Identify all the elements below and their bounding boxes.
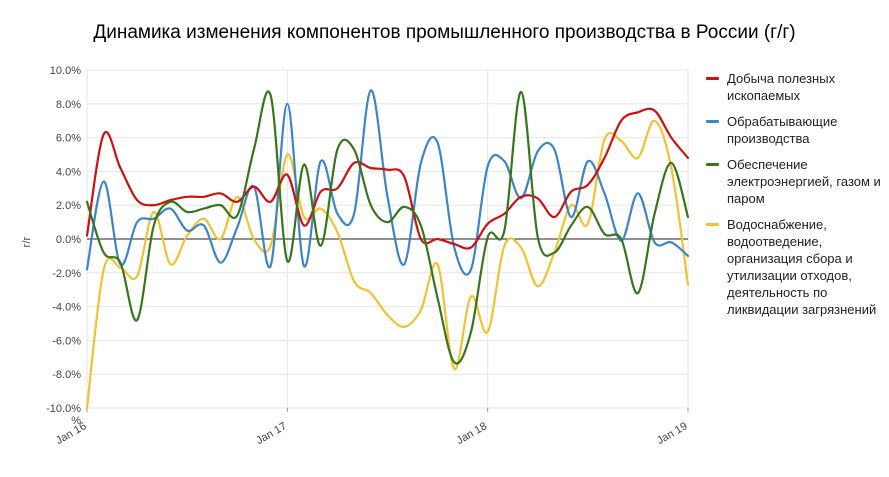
y-tick-label: -6.0% (52, 335, 81, 347)
series-lines (85, 89, 690, 410)
legend-item: Добыча полезных ископаемых (706, 70, 884, 104)
legend-item: Обеспечение электроэнергией, газом и пар… (706, 156, 884, 207)
y-tick-label: 0.0% (56, 234, 81, 246)
y-tick-label: 4.0% (56, 166, 81, 178)
legend-swatch (706, 120, 719, 123)
gridlines (86, 69, 689, 409)
x-tick-label: Jan 17 (254, 420, 289, 447)
legend-item: Водоснабжение, водоотведение, организаци… (706, 216, 884, 318)
y-tick-label: 10.0% (50, 65, 81, 77)
y-tick-label: -4.0% (52, 302, 81, 314)
legend-swatch (706, 223, 719, 226)
y-axis-label: г/г (21, 236, 33, 247)
axes: 10.0% 8.0% 6.0% 4.0% 2.0% 0.0% -2.0% -4.0% -6.0%… (46, 65, 689, 447)
chart-title: Динамика изменения компонентов промышлен… (93, 22, 796, 43)
y-tick-label: 2.0% (56, 200, 81, 212)
series-line-3 (85, 90, 690, 365)
x-tick-label: Jan 19 (655, 420, 690, 447)
legend-label: Водоснабжение, водоотведение, организаци… (727, 217, 877, 317)
legend-swatch (706, 77, 719, 80)
y-tick-label: 8.0% (56, 99, 81, 111)
series-line-2 (85, 89, 690, 276)
legend-label: Добыча полезных ископаемых (727, 71, 836, 103)
legend-label: Обрабатывающие производства (727, 114, 838, 146)
y-tick-label: -8.0% (52, 369, 81, 381)
legend-item: Обрабатывающие производства (706, 113, 884, 147)
legend-label: Обеспечение электроэнергией, газом и пар… (727, 157, 881, 206)
y-tick-unit-label: % (71, 415, 81, 427)
x-tick-label: Jan 18 (455, 420, 490, 447)
legend: Добыча полезных ископаемых Обрабатывающие… (706, 70, 884, 327)
series-line-1 (85, 107, 690, 250)
y-tick-label: 6.0% (56, 133, 81, 145)
legend-swatch (706, 163, 719, 166)
y-tick-label: -10.0% (46, 403, 81, 415)
y-tick-label: -2.0% (52, 268, 81, 280)
series-line-4 (85, 119, 690, 410)
